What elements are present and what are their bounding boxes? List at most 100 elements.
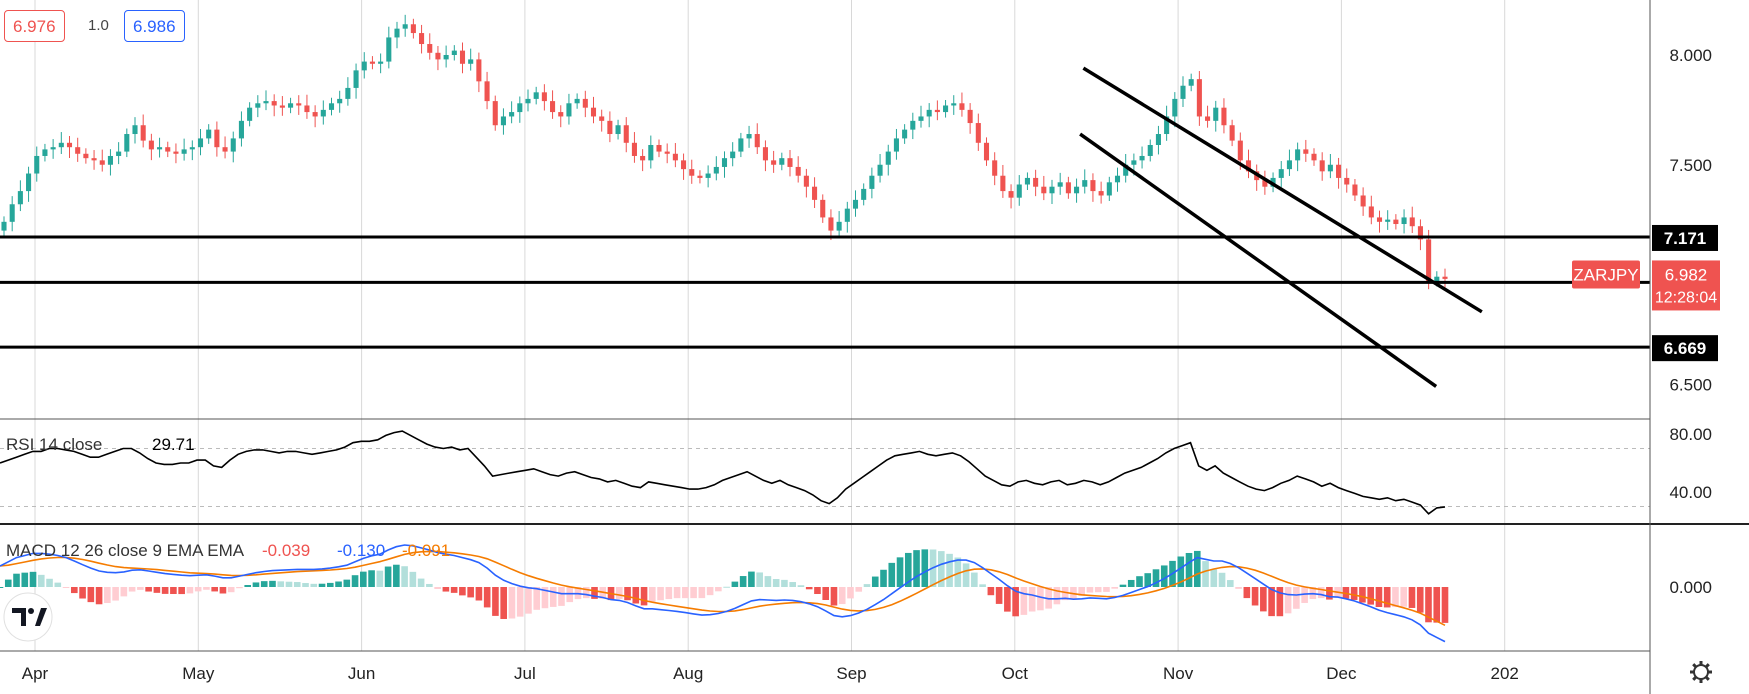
macd-histogram-bar [1136, 576, 1143, 587]
candle-body [852, 199, 859, 209]
candle-body [730, 151, 736, 159]
candle-body [1024, 177, 1030, 185]
candle-body [296, 103, 302, 106]
candle-body [951, 103, 957, 106]
candle [345, 77, 351, 106]
candle-body [17, 191, 23, 205]
candle-body [828, 217, 834, 231]
macd-histogram-bar [1293, 587, 1300, 609]
candle-body [1434, 276, 1440, 282]
macd-histogram-bar [145, 587, 152, 592]
macd-histogram-bar [1152, 569, 1160, 587]
macd-histogram-bar [236, 587, 243, 589]
candle [1352, 179, 1358, 201]
macd-histogram-bar [1317, 587, 1325, 599]
macd-histogram-bar [855, 587, 863, 592]
candle-body [214, 129, 220, 148]
candle-body [1385, 219, 1391, 222]
macd-pane[interactable] [0, 544, 1449, 643]
macd-histogram-bar [946, 553, 953, 587]
macd-histogram-bar [37, 574, 45, 587]
candle-body [173, 151, 179, 154]
macd-histogram-bar [302, 583, 309, 587]
price-pane[interactable] [0, 14, 1650, 388]
candle [787, 150, 793, 177]
macd-histogram-bar [838, 587, 846, 605]
macd-histogram-bar [1045, 587, 1052, 609]
candle-body [681, 160, 687, 170]
buy-price-button[interactable]: 6.986 [124, 10, 185, 42]
macd-histogram-bar [698, 587, 706, 599]
level-price-tag [1652, 335, 1718, 362]
macd-histogram-bar [1260, 587, 1267, 612]
candle-body [1172, 98, 1178, 117]
candle [1336, 157, 1342, 189]
candle [91, 150, 97, 170]
candle-body [189, 147, 195, 150]
candle-body [893, 138, 899, 152]
candle [1262, 170, 1268, 195]
candle-body [328, 103, 335, 110]
macd-histogram-bar [104, 587, 111, 604]
candle [1049, 179, 1055, 205]
candle [492, 95, 498, 131]
candle-body [640, 155, 646, 161]
candle-body [124, 134, 130, 152]
macd-histogram-bar [1177, 556, 1185, 587]
gear-icon[interactable] [1690, 661, 1712, 683]
macd-histogram-bar [277, 581, 285, 587]
candle [58, 132, 64, 154]
candle [148, 133, 154, 161]
macd-histogram-bar [624, 587, 631, 601]
candle-body [902, 129, 908, 139]
candle-body [869, 175, 875, 189]
candle-body [1065, 182, 1071, 194]
macd-histogram-bar [376, 570, 384, 587]
macd-histogram-bar [393, 564, 400, 587]
macd-histogram-bar [1119, 584, 1127, 587]
macd-histogram-bar [1268, 587, 1275, 617]
candle [17, 180, 23, 212]
macd-histogram-bar [1441, 587, 1449, 623]
macd-histogram-bar [434, 587, 441, 590]
candle-body [1049, 186, 1055, 194]
macd-histogram-bar [426, 583, 433, 587]
x-tick-label: Nov [1163, 664, 1194, 683]
sell-price-button[interactable]: 6.976 [4, 10, 65, 42]
candle-body [386, 37, 392, 62]
candle [730, 142, 736, 167]
macd-histogram-bar [1127, 579, 1135, 587]
macd-histogram-bar [1433, 587, 1441, 623]
x-tick-label: 202 [1491, 664, 1519, 683]
candle [664, 143, 670, 164]
price-tick-label: 7.500 [1669, 156, 1712, 175]
macd-histogram-bar [120, 587, 128, 597]
rsi-pane[interactable] [0, 430, 1650, 515]
macd-histogram-bar [781, 579, 788, 587]
candle [427, 33, 433, 60]
candle [50, 139, 56, 159]
macd-histogram-bar [54, 582, 62, 587]
macd-histogram-bar [186, 587, 194, 594]
candle [500, 108, 506, 135]
macd-histogram-bar [1375, 587, 1383, 608]
candle-body [476, 59, 482, 82]
candle [378, 53, 384, 74]
macd-histogram-bar [71, 587, 78, 594]
candle [1393, 214, 1399, 230]
candle-body [762, 147, 768, 161]
candle [443, 45, 449, 68]
macd-histogram-bar [979, 584, 986, 587]
candle [869, 167, 875, 199]
macd-histogram-bar [219, 587, 227, 594]
candle [1417, 219, 1423, 251]
macd-line [0, 544, 1446, 643]
candle-body [926, 109, 932, 117]
candle [705, 165, 711, 188]
candle-body [26, 173, 32, 192]
candle [779, 152, 785, 171]
macd-histogram-bar [706, 587, 714, 596]
candle-body [1327, 164, 1333, 172]
macd-histogram-bar [285, 581, 293, 587]
